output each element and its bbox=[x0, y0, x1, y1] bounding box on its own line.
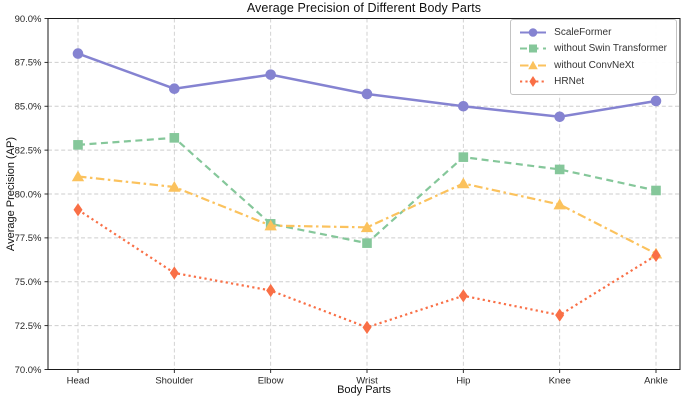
diamond-marker-hrnet bbox=[73, 203, 83, 217]
y-axis-label: Average Precision (AP) bbox=[5, 136, 17, 252]
legend-item-hrnet: HRNet bbox=[518, 74, 667, 91]
triangle-marker-without-convnext bbox=[360, 221, 374, 233]
circle-marker-scaleformer bbox=[265, 69, 276, 80]
y-tick-label: 87.5% bbox=[15, 58, 42, 69]
legend-label: without ConvNeXt bbox=[554, 59, 635, 71]
y-tick-label: 72.5% bbox=[15, 321, 42, 332]
x-axis-label: Body Parts bbox=[337, 384, 391, 396]
square-marker-without-swin-transformer bbox=[651, 185, 661, 196]
legend-glyph-triangle-icon bbox=[520, 60, 547, 70]
diamond-marker-hrnet bbox=[458, 289, 468, 303]
diamond-marker-hrnet bbox=[651, 248, 661, 263]
square-marker-without-swin-transformer bbox=[362, 238, 372, 248]
square-marker-without-swin-transformer bbox=[458, 152, 469, 162]
legend-glyph-circle-icon bbox=[520, 27, 547, 37]
circle-marker-scaleformer bbox=[361, 88, 373, 100]
circle-marker-scaleformer bbox=[169, 83, 180, 94]
square-marker-without-swin-transformer bbox=[554, 164, 565, 175]
x-tick-label-shoulder: Shoulder bbox=[155, 376, 193, 387]
y-tick-label: 82.5% bbox=[15, 145, 42, 156]
diamond-marker-hrnet bbox=[555, 308, 565, 322]
x-tick-label-knee: Knee bbox=[549, 376, 571, 387]
x-tick-label-hip: Hip bbox=[456, 376, 470, 387]
triangle-marker-without-convnext bbox=[553, 198, 566, 210]
legend-item-without-convnext: without ConvNeXt bbox=[518, 57, 667, 74]
x-tick-label-wrist: Wrist bbox=[356, 376, 378, 387]
diamond-marker-hrnet bbox=[169, 266, 179, 280]
y-tick-label: 77.5% bbox=[15, 233, 42, 244]
square-marker-without-swin-transformer bbox=[73, 140, 83, 150]
x-tick-label-head: Head bbox=[67, 376, 90, 387]
square-marker-without-swin-transformer bbox=[169, 133, 180, 143]
circle-marker-scaleformer bbox=[554, 111, 565, 123]
circle-marker-scaleformer bbox=[650, 95, 662, 107]
x-tick-label-ankle: Ankle bbox=[644, 376, 668, 387]
triangle-marker-without-convnext bbox=[264, 219, 277, 231]
circle-marker-scaleformer bbox=[458, 100, 469, 112]
triangle-marker-without-convnext bbox=[168, 180, 181, 192]
y-tick-label: 70.0% bbox=[15, 365, 42, 376]
triangle-marker-without-convnext bbox=[457, 177, 470, 189]
y-tick-label: 85.0% bbox=[15, 102, 42, 113]
legend-glyph-diamond-icon bbox=[520, 76, 547, 88]
diamond-marker-hrnet bbox=[266, 283, 276, 298]
y-tick-label: 90.0% bbox=[15, 14, 42, 25]
legend-item-scaleformer: ScaleFormer bbox=[518, 24, 667, 41]
triangle-marker-without-convnext bbox=[71, 170, 85, 182]
chart-title: Average Precision of Different Body Part… bbox=[246, 1, 482, 15]
y-tick-label: 75.0% bbox=[15, 277, 42, 288]
legend-label: HRNet bbox=[554, 76, 585, 88]
legend-item-without-swin-transformer: without Swin Transformer bbox=[518, 41, 667, 58]
legend-label: ScaleFormer bbox=[554, 26, 612, 38]
legend-label: without Swin Transformer bbox=[554, 43, 667, 55]
y-tick-label: 80.0% bbox=[15, 189, 42, 200]
legend: ScaleFormer without Swin Transformer witho… bbox=[510, 19, 677, 95]
circle-marker-scaleformer bbox=[72, 48, 84, 59]
x-tick-label-elbow: Elbow bbox=[258, 376, 284, 387]
diamond-marker-hrnet bbox=[362, 320, 372, 334]
legend-glyph-square-icon bbox=[520, 44, 547, 53]
